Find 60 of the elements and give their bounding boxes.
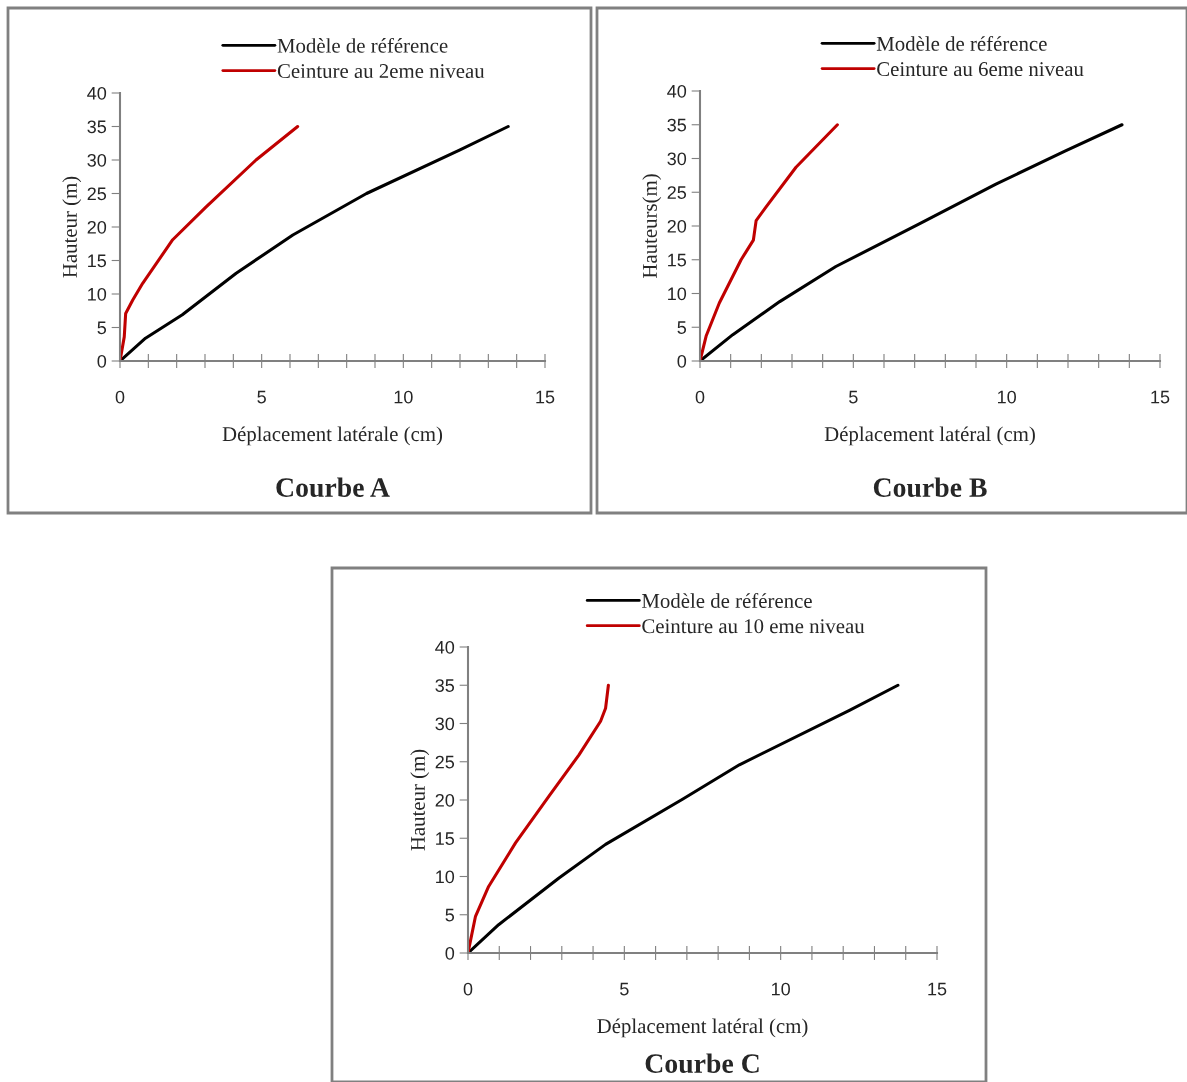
y-tick-label: 35 bbox=[435, 679, 455, 692]
text: Courbe B bbox=[873, 477, 987, 498]
y-tick-label: 10 bbox=[668, 287, 687, 301]
y-axis-title: Hauteur (m) bbox=[410, 749, 430, 851]
x-tick-label: 15 bbox=[928, 982, 947, 996]
y-tick-label: 40 bbox=[87, 86, 107, 100]
legend-label: Modèle de référence bbox=[641, 593, 812, 608]
line-series bbox=[700, 123, 1124, 361]
y-tick-label: 35 bbox=[87, 120, 107, 134]
legend-label: Ceinture au 10 eme niveau bbox=[642, 619, 865, 634]
line-series bbox=[468, 683, 900, 953]
x-tick-label: 0 bbox=[463, 982, 473, 996]
y-tick-label: 20 bbox=[87, 220, 107, 234]
y-tick-label: 30 bbox=[435, 717, 455, 731]
y-tick-label: 0 bbox=[677, 354, 687, 368]
y-tick-label: 20 bbox=[435, 793, 455, 807]
y-axis-title: Hauteurs(m) bbox=[642, 174, 662, 279]
y-tick-label: 25 bbox=[435, 755, 455, 769]
y-tick-label: 15 bbox=[668, 253, 687, 267]
text: Courbe A bbox=[276, 477, 390, 498]
x-tick-label: 10 bbox=[772, 982, 790, 996]
y-tick-label: 20 bbox=[667, 219, 687, 233]
y-tick-label: 10 bbox=[436, 870, 455, 884]
y-tick-label: 5 bbox=[445, 908, 455, 922]
y-tick-label: 15 bbox=[88, 254, 107, 268]
x-axis-title: Déplacement latérale (cm) bbox=[222, 426, 443, 446]
y-tick-label: 15 bbox=[436, 832, 455, 845]
legend-label: Ceinture au 2eme niveau bbox=[277, 64, 485, 79]
legend-label: Ceinture au 6eme niveau bbox=[877, 62, 1084, 77]
y-tick-label: 25 bbox=[667, 186, 687, 199]
y-tick-label: 30 bbox=[667, 152, 687, 166]
y-tick-label: 5 bbox=[677, 321, 687, 334]
x-tick-label: 10 bbox=[394, 390, 413, 404]
x-tick-label: 5 bbox=[620, 982, 629, 996]
y-tick-label: 10 bbox=[88, 287, 107, 301]
line-series bbox=[468, 683, 610, 953]
line-series bbox=[120, 124, 300, 361]
x-tick-label: 5 bbox=[257, 390, 266, 404]
y-axis-title: Hauteur (m) bbox=[62, 176, 82, 278]
y-tick-label: 40 bbox=[667, 84, 687, 98]
y-tick-label: 35 bbox=[667, 118, 687, 132]
line-series bbox=[700, 123, 839, 361]
x-axis-title: Déplacement latéral (cm) bbox=[597, 1018, 808, 1038]
x-tick-label: 5 bbox=[849, 390, 858, 404]
x-tick-label: 10 bbox=[998, 390, 1016, 404]
x-axis-title: Déplacement latéral (cm) bbox=[824, 426, 1035, 446]
x-tick-label: 0 bbox=[695, 390, 705, 404]
y-tick-label: 30 bbox=[87, 153, 107, 167]
x-tick-label: 15 bbox=[1151, 390, 1170, 404]
x-tick-label: 15 bbox=[536, 390, 555, 404]
y-tick-label: 5 bbox=[97, 321, 107, 335]
legend-label: Modèle de référence bbox=[876, 35, 1047, 51]
text: Courbe C bbox=[645, 1053, 759, 1074]
y-tick-label: 40 bbox=[435, 640, 455, 654]
x-tick-label: 0 bbox=[115, 390, 125, 404]
line-series bbox=[120, 124, 510, 361]
y-tick-label: 25 bbox=[87, 187, 107, 201]
y-tick-label: 0 bbox=[97, 354, 107, 368]
legend-label: Modèle de référence bbox=[277, 37, 448, 53]
y-tick-label: 0 bbox=[445, 946, 455, 960]
